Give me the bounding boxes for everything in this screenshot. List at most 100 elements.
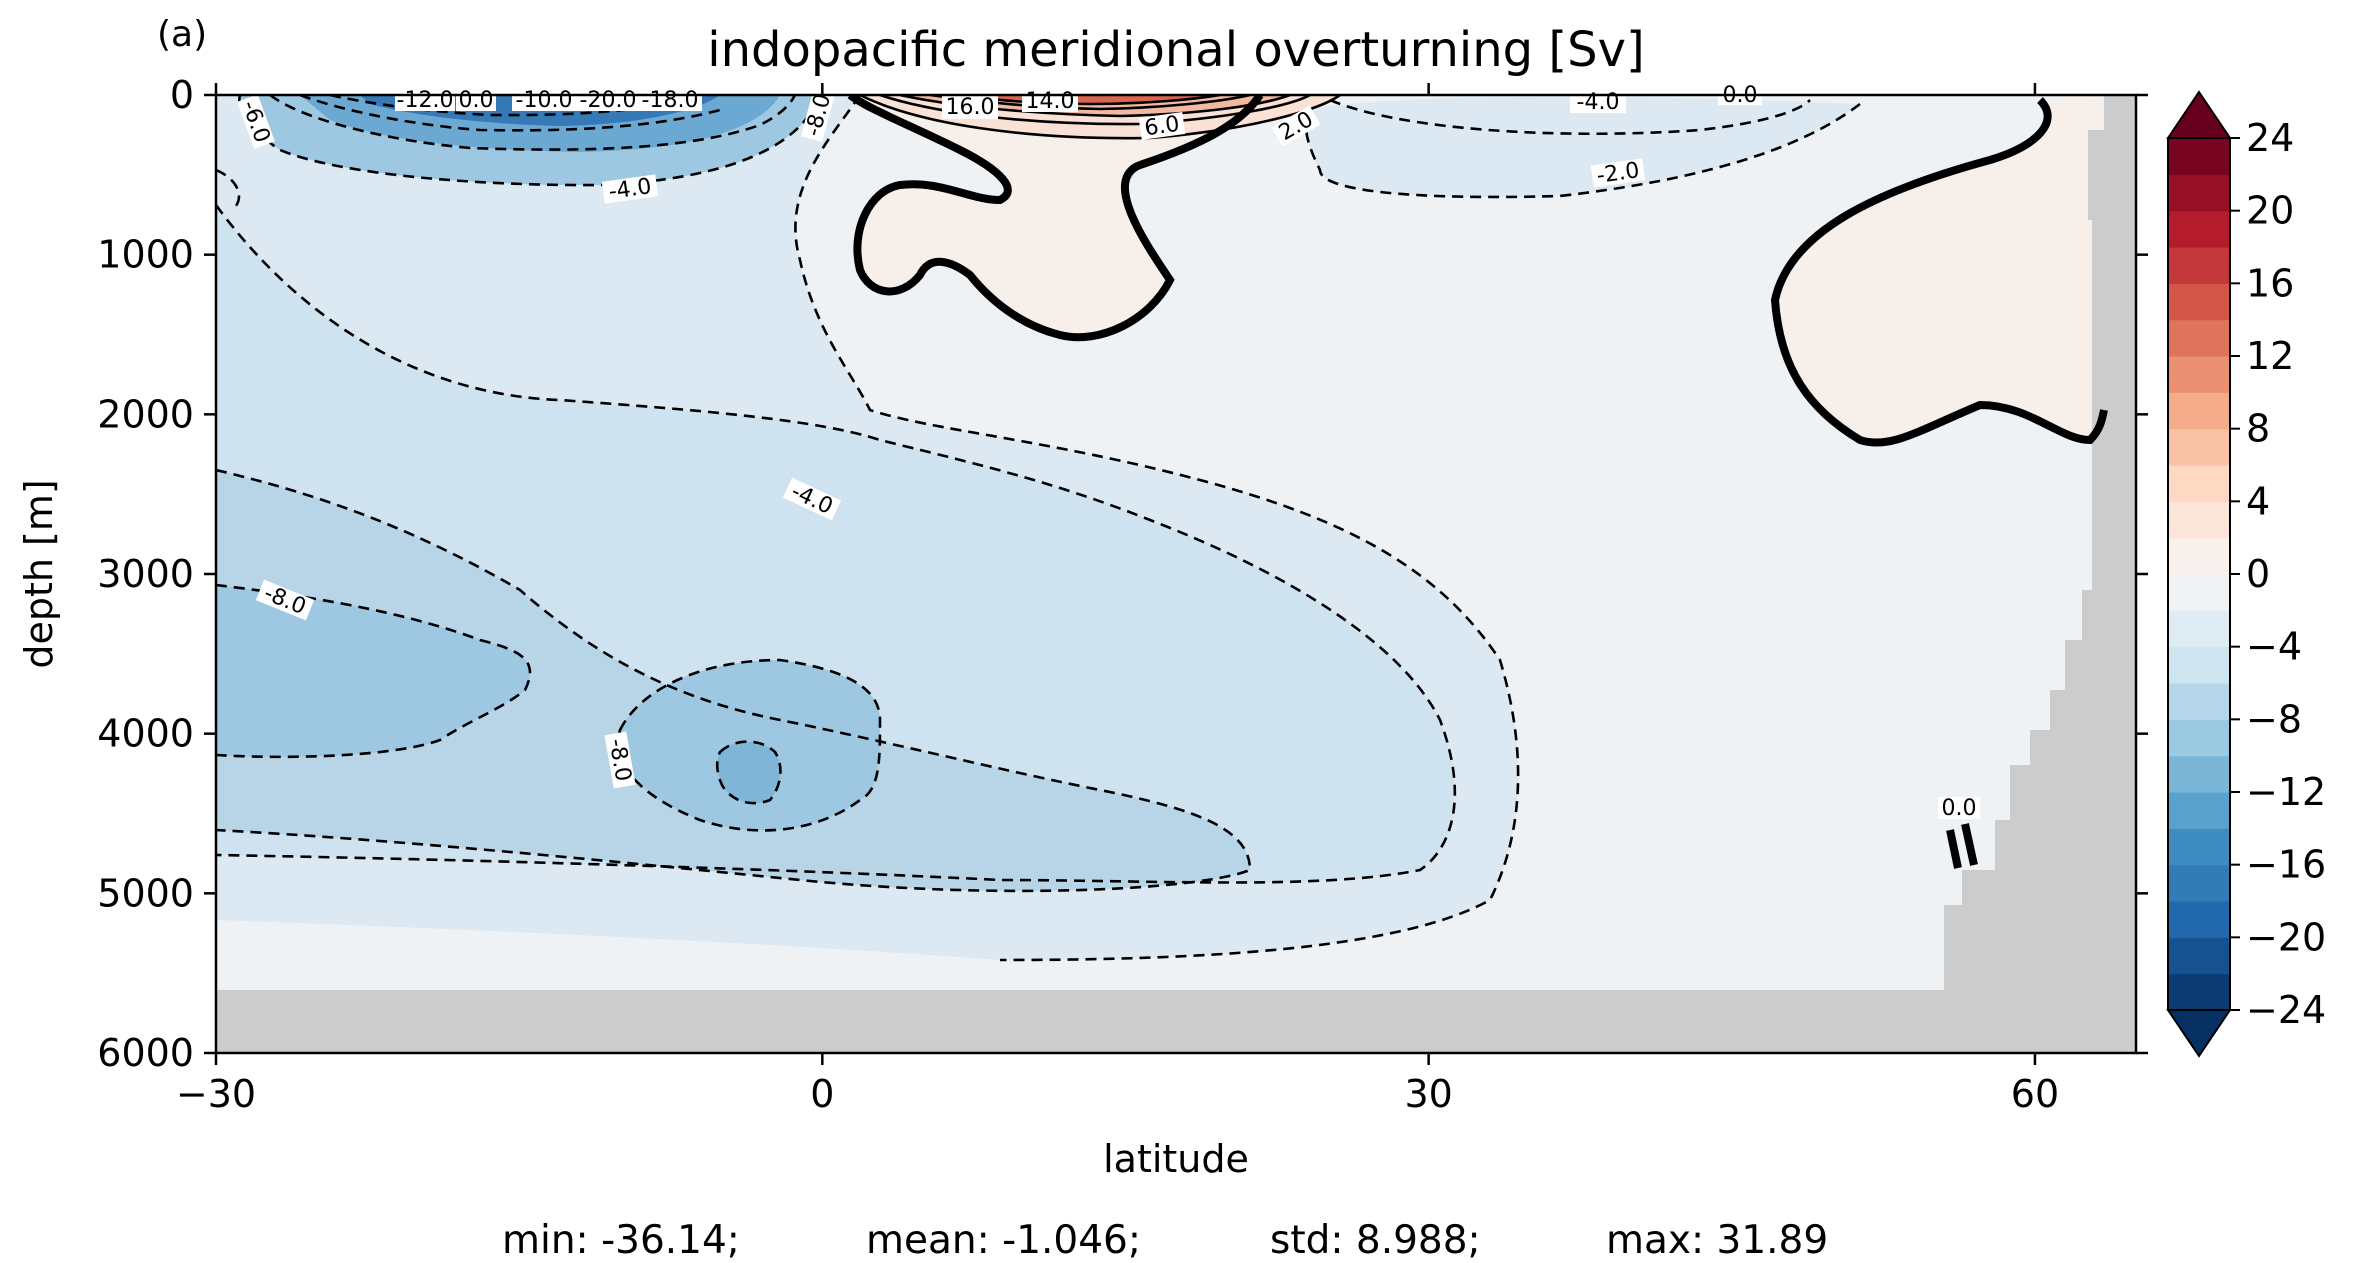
x-tick-label: −30 [176, 1072, 256, 1116]
y-tick-label: 3000 [97, 552, 194, 596]
stat-max: max: 31.89 [1606, 1218, 1828, 1263]
contour-label: -10.0 [512, 88, 576, 113]
x-tick-label: 30 [1404, 1072, 1452, 1116]
y-tick-label: 0 [170, 73, 194, 117]
chart-title: indopacific meridional overturning [Sv] [707, 22, 1644, 78]
colorbar-tick-label: −12 [2246, 770, 2326, 814]
colorbar-segment [2168, 828, 2230, 866]
colorbar-tick-label: 12 [2246, 334, 2294, 378]
y-tick-label: 2000 [97, 392, 194, 436]
contour-plus6 [879, 95, 1311, 126]
svg-text:-4.0: -4.0 [607, 174, 653, 205]
colorbar-segment [2168, 283, 2230, 321]
colorbar-segment [2168, 138, 2230, 175]
contour-minus8-b [617, 658, 882, 832]
colorbar-extend-max [2166, 90, 2232, 139]
svg-text:-20.0: -20.0 [580, 88, 637, 113]
svg-text:0.0: 0.0 [459, 88, 494, 113]
contour-label: -20.0 [576, 88, 640, 113]
contour-minus2-b [1304, 102, 1861, 199]
colorbar-segment [2168, 646, 2230, 684]
contour-label: -4.0 [601, 174, 659, 205]
contour-label: -2.0 [1590, 158, 1646, 189]
contour-surface-3 [299, 95, 721, 132]
contour-label: 16.0 [942, 95, 998, 120]
contour-zero-south [1946, 829, 1962, 869]
contour-label: 14.0 [1022, 89, 1078, 114]
band-minus6 [216, 470, 1250, 891]
contour-minus10 [715, 740, 782, 805]
colorbar-extend-min [2166, 1009, 2232, 1058]
band-minus2-north [1305, 96, 1860, 197]
colorbar-segment [2168, 247, 2230, 284]
stats-line: min: -36.14; mean: -1.046; std: 8.988; m… [502, 1218, 1828, 1263]
svg-text:-18.0: -18.0 [642, 88, 699, 113]
contour-zero-north [1770, 97, 2108, 447]
contour-zero-south-2 [1961, 823, 1978, 866]
y-axis: 0 1000 2000 3000 4000 5000 6000 [97, 73, 2148, 1075]
colorbar-segment [2168, 501, 2230, 539]
colorbar: 24 20 16 12 8 4 0 −4 −8 −12 −16 −20 −24 [2166, 90, 2326, 1058]
colorbar-tick-label: −20 [2246, 915, 2326, 959]
contour-label: -18.0 [638, 88, 702, 113]
colorbar-segment [2168, 973, 2230, 1011]
colorbar-tick-label: 8 [2246, 407, 2270, 451]
colorbar-segment [2168, 901, 2230, 938]
contour-label: -8.0 [603, 731, 636, 789]
y-tick-label: 5000 [97, 871, 194, 915]
land-mask [216, 95, 2136, 1053]
contour-minus6 [216, 468, 1252, 893]
svg-text:0.0: 0.0 [1942, 796, 1977, 821]
colorbar-segment [2168, 937, 2230, 975]
contour-surface-2 [269, 95, 797, 151]
colorbar-tick-label: −16 [2246, 843, 2326, 887]
stat-min: min: -36.14; [502, 1218, 740, 1263]
x-tick-label: 0 [810, 1072, 834, 1116]
colorbar-tick-label: −4 [2246, 625, 2302, 669]
contour-zero-equator [847, 95, 1264, 342]
plot-area [216, 95, 2136, 1053]
colorbar-tick-label: 4 [2246, 479, 2270, 523]
svg-text:-10.0: -10.0 [516, 88, 573, 113]
svg-text:14.0: 14.0 [1026, 89, 1075, 114]
colorbar-segment [2168, 574, 2230, 611]
positive-region-north [1775, 95, 2104, 443]
colorbar-tick-label: 16 [2246, 261, 2294, 305]
colorbar-tick-label: −8 [2246, 697, 2302, 741]
contour-label: 0.0 [456, 88, 496, 113]
x-axis-label: latitude [1103, 1137, 1249, 1181]
band-minus10 [717, 741, 781, 804]
colorbar-tick-label: 0 [2246, 552, 2270, 596]
colorbar-segment [2168, 174, 2230, 212]
svg-text:16.0: 16.0 [946, 95, 995, 120]
colorbar-tick-label: 20 [2246, 189, 2294, 233]
contour-label: 0.0 [1938, 796, 1980, 821]
contour-minus2-a [794, 95, 1520, 962]
contour-label: 6.0 [1138, 112, 1186, 141]
zero-contours [847, 95, 2108, 869]
colorbar-segment [2168, 392, 2230, 430]
colorbar-segment [2168, 319, 2230, 357]
band-minus8 [216, 585, 530, 757]
colorbar-segment [2168, 864, 2230, 902]
contour-minus8-a [216, 583, 532, 759]
colorbar-segment [2168, 210, 2230, 248]
svg-text:-12.0: -12.0 [397, 88, 454, 113]
colorbar-segment [2168, 719, 2230, 757]
x-axis: −30 0 30 60 [176, 83, 2059, 1116]
svg-text:-2.0: -2.0 [1595, 158, 1641, 189]
colorbar-segment [2168, 610, 2230, 648]
y-tick-label: 1000 [97, 233, 194, 277]
colorbar-segment [2168, 755, 2230, 793]
stat-mean: mean: -1.046; [866, 1218, 1141, 1263]
colorbar-tick-label: −24 [2246, 988, 2326, 1032]
contour-labels: -12.0 0.0 -10.0 -20.0 -18.0 -6.0 -8.0 16… [236, 83, 1980, 821]
panel-label: (a) [157, 14, 207, 55]
contour-minus4-b [1329, 98, 1811, 136]
colorbar-tick-label: 24 [2246, 116, 2294, 160]
colorbar-segment [2168, 356, 2230, 393]
contour-minus-west [216, 168, 241, 212]
colorbar-segment [2168, 428, 2230, 466]
y-axis-label: depth [m] [17, 479, 61, 668]
